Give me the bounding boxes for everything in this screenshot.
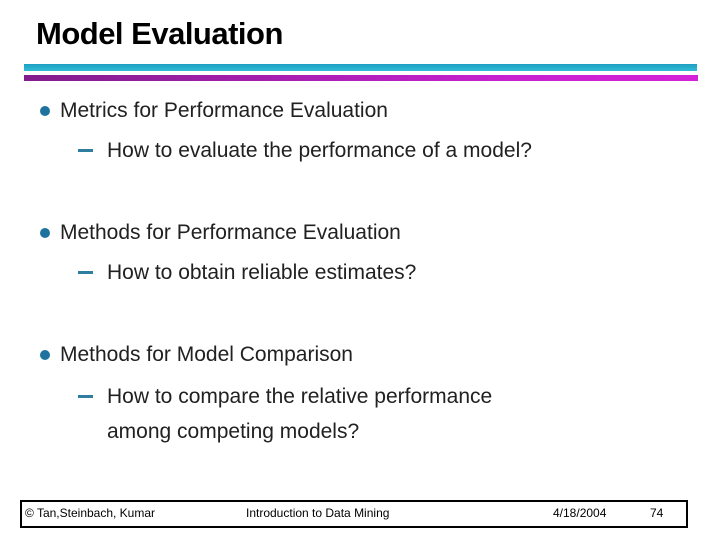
sub-bullet-text: How to evaluate the performance of a mod… (107, 133, 532, 168)
sub-bullet-line: How to obtain reliable estimates? (107, 261, 417, 284)
sub-bullet-text: How to obtain reliable estimates? (107, 255, 416, 290)
bullet-main-text: Metrics for Performance Evaluation (60, 99, 388, 122)
bullet-dot-icon (40, 350, 50, 360)
footer-page-number: 74 (650, 506, 664, 520)
sub-bullet-dash-icon (78, 149, 93, 152)
bullet-main-row: Methods for Performance Evaluation (40, 219, 401, 247)
sub-bullet-dash-icon (78, 395, 93, 398)
footer-book-title: Introduction to Data Mining (246, 506, 390, 520)
teal-divider-bar (24, 64, 697, 71)
sub-bullet-row: How to obtain reliable estimates? (78, 255, 416, 290)
sub-bullet-row: How to evaluate the performance of a mod… (78, 133, 532, 168)
sub-bullet-line: among competing models? (107, 420, 360, 443)
sub-bullet-line: How to compare the relative performance (107, 385, 493, 408)
footer-date: 4/18/2004 (553, 506, 607, 520)
footer-copyright: © Tan,Steinbach, Kumar (25, 506, 156, 520)
bullet-dot-icon (40, 106, 50, 116)
bullet-group-methods-evaluation: Methods for Performance Evaluation (40, 219, 401, 247)
bullet-main-text: Methods for Model Comparison (60, 343, 353, 366)
slide-title: Model Evaluation (36, 16, 283, 51)
footer-bar: © Tan,Steinbach, Kumar Introduction to D… (20, 500, 688, 528)
sub-bullet-line: How to evaluate the performance of a mod… (107, 139, 532, 162)
sub-bullet-row: How to compare the relative performance … (78, 379, 492, 449)
bullet-dot-icon (40, 228, 50, 238)
bullet-main-row: Methods for Model Comparison (40, 341, 353, 369)
sub-bullet-text: How to compare the relative performance … (107, 379, 492, 449)
bullet-group-metrics: Metrics for Performance Evaluation (40, 97, 388, 125)
magenta-divider-bar (24, 75, 698, 81)
bullet-main-text: Methods for Performance Evaluation (60, 221, 401, 244)
bullet-main-row: Metrics for Performance Evaluation (40, 97, 388, 125)
sub-bullet-dash-icon (78, 271, 93, 274)
bullet-group-model-comparison: Methods for Model Comparison (40, 341, 353, 369)
